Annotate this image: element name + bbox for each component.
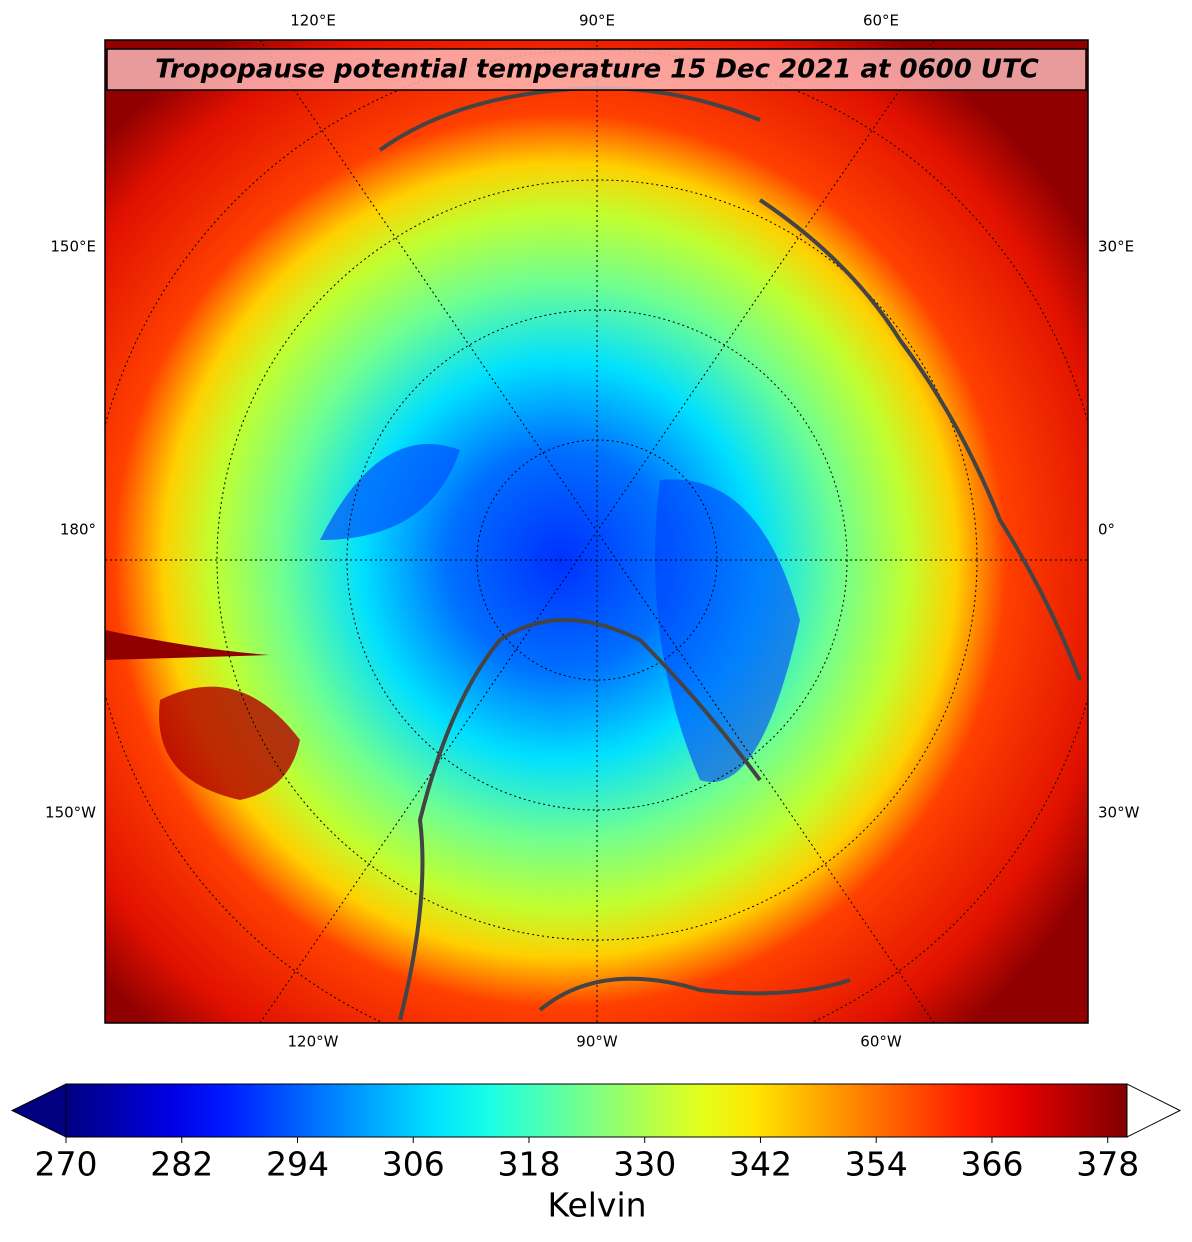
warm-streak bbox=[105, 630, 270, 660]
longitude-label: 90°E bbox=[579, 12, 615, 30]
longitude-label: 30°W bbox=[1098, 804, 1140, 822]
longitude-label: 150°E bbox=[50, 238, 96, 256]
coastlines bbox=[378, 86, 1082, 1021]
longitude-label: 180° bbox=[60, 521, 96, 539]
colorbar-tick-label: 294 bbox=[266, 1145, 329, 1184]
colorbar-extend-high bbox=[1126, 1083, 1182, 1138]
map bbox=[105, 40, 1088, 1023]
colorbar: 270 282 294 306 318 330 342 354 366 378 Kelvin bbox=[10, 1083, 1182, 1225]
longitude-label: 0° bbox=[1098, 521, 1115, 539]
longitude-label: 30°E bbox=[1098, 238, 1134, 256]
longitude-label: 90°W bbox=[576, 1033, 618, 1051]
colorbar-tick-label: 282 bbox=[150, 1145, 213, 1184]
longitude-label: 120°W bbox=[288, 1033, 339, 1051]
title-box bbox=[106, 48, 1087, 91]
longitude-label: 150°W bbox=[45, 804, 96, 822]
longitude-label: 120°E bbox=[290, 12, 336, 30]
colorbar-tick-label: 270 bbox=[35, 1145, 98, 1184]
colorbar-tick-label: 330 bbox=[613, 1145, 676, 1184]
colorbar-tick-label: 306 bbox=[382, 1145, 445, 1184]
colorbar-tick-label: 342 bbox=[729, 1145, 792, 1184]
map-frame bbox=[104, 39, 1089, 1024]
colorbar-label: Kelvin bbox=[547, 1186, 646, 1225]
longitude-label: 60°E bbox=[863, 12, 899, 30]
title: Tropopause potential temperature 15 Dec … bbox=[155, 55, 1039, 85]
warm-blob bbox=[159, 686, 300, 800]
colorbar-tick-label: 354 bbox=[845, 1145, 908, 1184]
graticule bbox=[105, 40, 1088, 1023]
cold-pool bbox=[655, 479, 800, 782]
colorbar-extend-low bbox=[10, 1083, 67, 1138]
longitude-label: 60°W bbox=[860, 1033, 902, 1051]
colorbar-tick-label: 378 bbox=[1076, 1145, 1139, 1184]
cold-pool bbox=[320, 444, 460, 540]
colorbar-tick-label: 318 bbox=[497, 1145, 560, 1184]
colorbar-bar bbox=[65, 1083, 1128, 1138]
colorbar-tick-label: 366 bbox=[960, 1145, 1023, 1184]
